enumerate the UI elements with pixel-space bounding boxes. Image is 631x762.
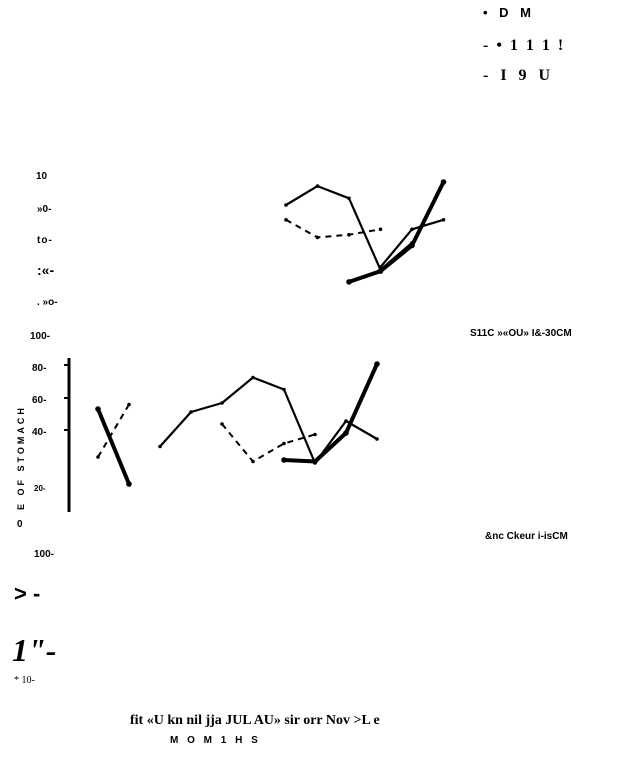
x-axis-label: M O M 1 H S [170, 735, 261, 746]
middle-tick-80: 80- [32, 363, 47, 374]
top-tick-40: :«- [37, 262, 55, 278]
middle-series-dashed-point [282, 441, 286, 446]
middle-tick-0: 0 [17, 519, 23, 530]
middle-tick-100: 100- [30, 331, 51, 342]
top-tick-80: »0- [37, 204, 52, 215]
top-series-dashed-line [285, 218, 381, 239]
top-series-medium-solid-line [379, 218, 444, 268]
bottom-tick-b: 1"- [12, 632, 57, 668]
top-tick-60: to- [37, 235, 53, 246]
legend-item-2: - • 1 1 1 ! [483, 37, 566, 54]
middle-series-dashed-line [221, 423, 316, 463]
middle-tick-40: 40- [32, 427, 47, 438]
middle-panel-label: S11C »«OU» I&-30CM [470, 328, 572, 339]
top-tick-10: 10 [36, 171, 48, 182]
middle-series-thick-solid-line [283, 363, 379, 464]
legend-item-1: • D M [483, 5, 535, 20]
top-series-thin-solid-line [285, 185, 413, 271]
bottom-tick-10: * 10- [14, 675, 35, 686]
bottom-tick-100: 100- [34, 549, 55, 560]
middle-tick-20: 20- [34, 484, 46, 493]
middle-tick-60: 60- [32, 395, 47, 406]
x-axis-months: fit «U kn nil jja JUL AU» sir orr Nov >L… [130, 713, 380, 728]
bottom-tick-a: > - [14, 581, 41, 606]
middle-series-thin-solid-line [159, 376, 378, 465]
top-series-thick-solid-line [348, 181, 446, 284]
bottom-panel-label: &nc Ckeur i-isCM [485, 531, 568, 542]
legend-item-3: - I 9 U [483, 67, 555, 84]
top-tick-20: . »o- [37, 297, 58, 308]
middle-series-thick-solid-line [96, 408, 131, 485]
